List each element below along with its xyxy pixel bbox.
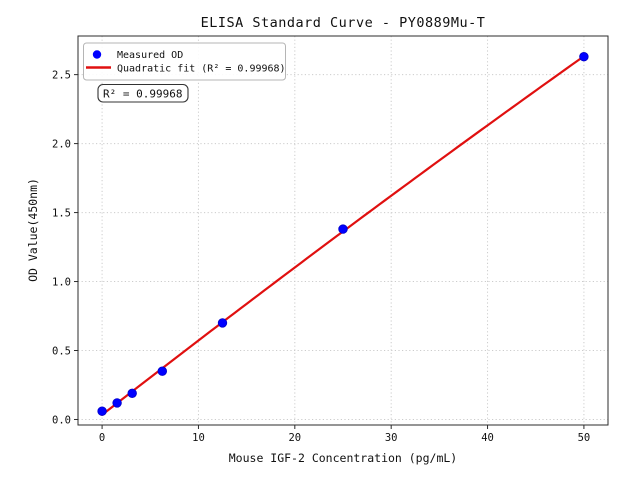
x-tick-label: 50 — [578, 432, 591, 444]
legend-label-measured-od: Measured OD — [117, 50, 183, 61]
y-axis-label: OD Value(450nm) — [26, 178, 40, 282]
data-point — [127, 388, 137, 399]
legend-dot-icon — [92, 50, 102, 59]
x-tick-label: 30 — [385, 432, 398, 444]
grid-layer — [78, 36, 608, 425]
legend-label-quadratic-fit: Quadratic fit (R² = 0.99968) — [117, 64, 286, 75]
y-tick-label: 2.0 — [52, 138, 71, 150]
fit-line-layer — [100, 55, 586, 416]
x-axis-label: Mouse IGF-2 Concentration (pg/mL) — [229, 451, 457, 465]
data-point — [97, 406, 107, 416]
scatter-points — [97, 52, 589, 416]
y-tick-label: 1.0 — [52, 276, 71, 288]
ticks-layer: 0 10 20 30 40 50 0.0 0.5 1.0 1.5 2.0 2.5 — [52, 69, 590, 444]
annotation-text: R² = 0.99968 — [103, 88, 182, 101]
legend-box — [83, 42, 286, 81]
x-tick-label: 0 — [99, 432, 105, 444]
data-point — [217, 318, 228, 328]
chart-title: ELISA Standard Curve - PY0889Mu-T — [201, 15, 486, 31]
data-point — [579, 52, 589, 62]
y-tick-label: 0.0 — [52, 414, 71, 426]
y-tick-label: 2.5 — [52, 69, 71, 81]
quadratic-fit-line — [100, 55, 586, 416]
legend: Measured OD Quadratic fit (R² = 0.99968) — [83, 42, 286, 81]
plot-border — [77, 35, 609, 426]
y-tick-label: 0.5 — [52, 345, 71, 357]
annotation-box — [97, 83, 189, 103]
x-tick-label: 40 — [481, 432, 494, 444]
x-tick-label: 10 — [192, 432, 205, 444]
data-point — [338, 224, 348, 234]
x-tick-label: 20 — [288, 432, 301, 444]
y-tick-label: 1.5 — [52, 207, 71, 219]
data-point — [112, 398, 122, 408]
r-squared-annotation: R² = 0.99968 — [97, 83, 189, 103]
data-point — [157, 366, 168, 376]
